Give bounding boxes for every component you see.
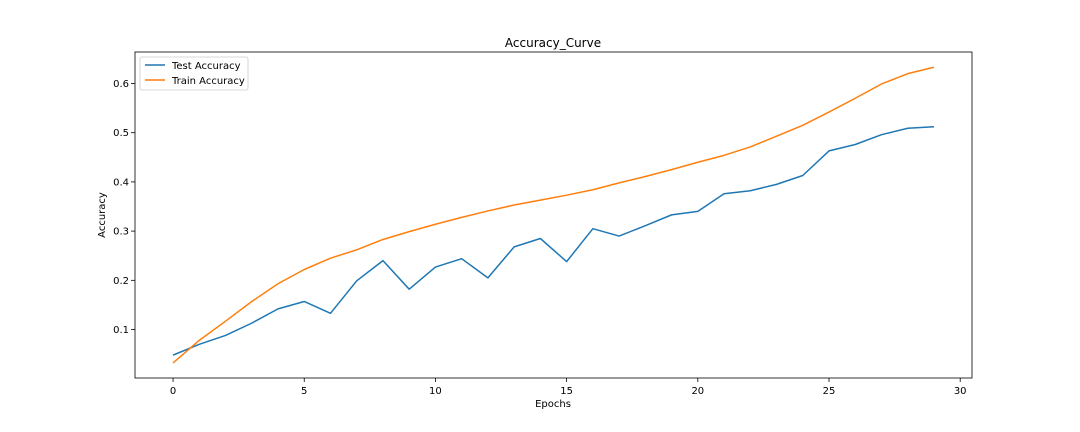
series-line-test-accuracy: [172, 126, 934, 356]
chart-title: Accuracy_Curve: [505, 36, 601, 50]
y-tick-label: 0.2: [113, 276, 129, 287]
legend-label-test: Test Accuracy: [171, 61, 241, 72]
x-tick-label: 10: [429, 386, 442, 397]
x-tick-label: 30: [954, 386, 967, 397]
x-tick-label: 15: [560, 386, 573, 397]
y-axis-ticks: 0.1 0.2 0.3 0.4 0.5 0.6: [113, 79, 135, 336]
legend: Test Accuracy Train Accuracy: [139, 56, 249, 91]
x-tick-label: 0: [170, 386, 176, 397]
y-axis-label: Accuracy: [97, 192, 108, 238]
x-tick-label: 25: [823, 386, 836, 397]
x-axis-label: Epochs: [535, 399, 571, 410]
x-tick-label: 20: [691, 386, 704, 397]
series-line-train-accuracy: [172, 66, 935, 364]
x-tick-label: 5: [301, 386, 307, 397]
y-tick-label: 0.6: [113, 79, 129, 90]
y-tick-label: 0.5: [113, 128, 129, 139]
y-tick-label: 0.3: [113, 227, 129, 238]
y-tick-label: 0.1: [113, 325, 129, 336]
x-axis-ticks: 0 5 10 15 20 25 30: [170, 378, 967, 397]
legend-box: [139, 56, 249, 91]
legend-label-train: Train Accuracy: [171, 76, 245, 87]
y-tick-label: 0.4: [113, 177, 129, 188]
axes-frame: [134, 51, 973, 379]
plot-area: [172, 66, 935, 364]
